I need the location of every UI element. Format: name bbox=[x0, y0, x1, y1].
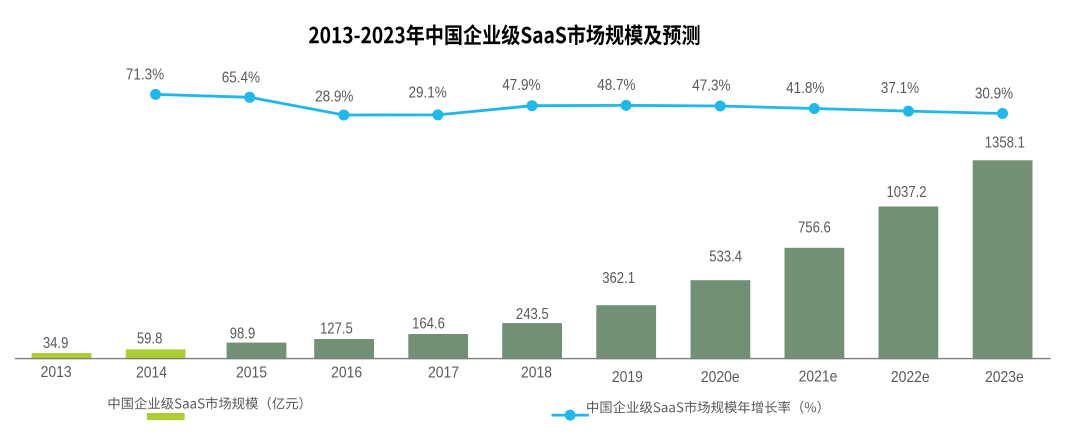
svg-text:71.3%: 71.3% bbox=[126, 67, 164, 84]
svg-text:1037.2: 1037.2 bbox=[886, 184, 926, 201]
svg-text:127.5: 127.5 bbox=[320, 320, 353, 337]
svg-text:59.8: 59.8 bbox=[137, 330, 163, 347]
svg-text:533.4: 533.4 bbox=[709, 249, 742, 266]
svg-text:2018: 2018 bbox=[521, 365, 552, 382]
svg-text:30.9%: 30.9% bbox=[975, 86, 1013, 103]
svg-text:164.6: 164.6 bbox=[412, 316, 445, 333]
svg-text:37.1%: 37.1% bbox=[881, 80, 919, 97]
svg-text:243.5: 243.5 bbox=[516, 306, 549, 323]
svg-text:2022e: 2022e bbox=[891, 369, 930, 386]
svg-text:2017: 2017 bbox=[428, 365, 459, 382]
svg-text:29.1%: 29.1% bbox=[408, 85, 446, 102]
svg-text:48.7%: 48.7% bbox=[597, 77, 635, 94]
svg-text:2015: 2015 bbox=[236, 365, 267, 382]
svg-text:41.8%: 41.8% bbox=[786, 80, 824, 97]
svg-text:2019: 2019 bbox=[612, 369, 643, 386]
svg-text:34.9: 34.9 bbox=[43, 335, 69, 352]
svg-text:1358.1: 1358.1 bbox=[985, 134, 1025, 151]
svg-text:47.9%: 47.9% bbox=[502, 77, 540, 94]
svg-text:28.9%: 28.9% bbox=[315, 89, 353, 106]
svg-text:2013: 2013 bbox=[41, 364, 72, 381]
svg-text:65.4%: 65.4% bbox=[222, 70, 260, 87]
svg-text:2023e: 2023e bbox=[985, 369, 1024, 386]
svg-text:2016: 2016 bbox=[331, 365, 362, 382]
svg-text:2014: 2014 bbox=[136, 365, 167, 382]
svg-text:2020e: 2020e bbox=[701, 369, 740, 386]
svg-text:98.9: 98.9 bbox=[230, 326, 256, 343]
svg-text:362.1: 362.1 bbox=[602, 270, 635, 287]
svg-text:756.6: 756.6 bbox=[798, 219, 831, 236]
svg-text:47.3%: 47.3% bbox=[692, 78, 730, 95]
svg-text:2021e: 2021e bbox=[799, 369, 838, 386]
